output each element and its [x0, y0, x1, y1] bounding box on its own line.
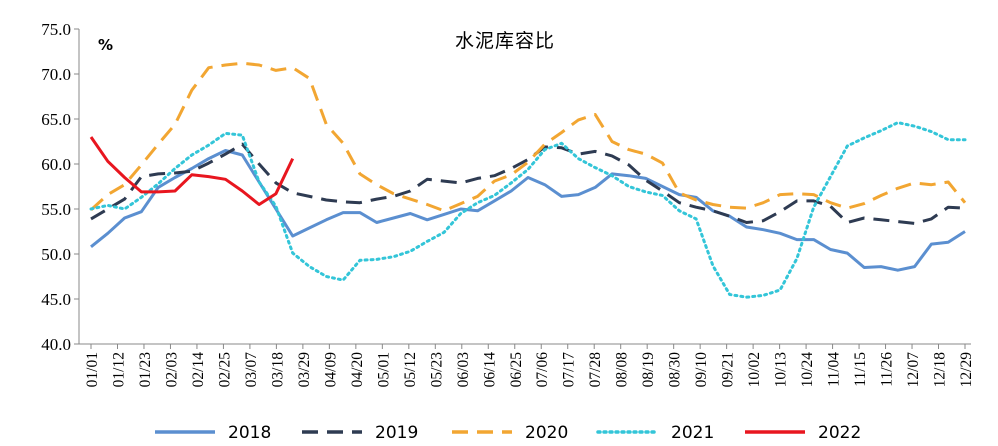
x-tick-label: 07/28	[587, 352, 604, 388]
y-tick-label: 70.0	[41, 65, 71, 84]
x-tick-label: 11/26	[879, 352, 896, 387]
x-tick-label: 03/18	[269, 352, 286, 388]
x-tick-label: 01/01	[84, 352, 101, 387]
y-tick-label: 60.0	[41, 155, 71, 174]
x-tick-label: 12/07	[905, 352, 922, 388]
x-tick-label: 03/07	[243, 352, 260, 388]
x-tick-label: 11/04	[826, 352, 843, 387]
y-tick-label: 50.0	[41, 245, 71, 264]
y-tick-label: 75.0	[41, 20, 71, 39]
x-tick-label: 05/01	[375, 352, 392, 387]
x-tick-label: 12/18	[932, 352, 949, 388]
y-unit-label: %	[98, 36, 113, 54]
x-tick-label: 10/02	[746, 352, 763, 387]
x-tick-label: 06/03	[455, 352, 472, 388]
x-tick-label: 12/29	[958, 352, 975, 388]
x-tick-label: 02/03	[163, 352, 180, 388]
x-tick-label: 05/12	[402, 352, 419, 387]
legend-label-2022: 2022	[818, 423, 861, 443]
series-line-2022	[89, 136, 295, 206]
x-tick-label: 08/30	[667, 352, 684, 388]
x-tick-label: 06/14	[481, 352, 498, 388]
legend: 2018 2019 2020 2021 2022	[155, 423, 861, 443]
x-tick-label: 06/25	[508, 352, 525, 388]
x-tick-label: 11/15	[852, 352, 869, 387]
chart-title: 水泥库容比	[455, 30, 555, 52]
axes: 40.0 45.0 50.0 55.0 60.0 65.0 70.0 75.0 01/01 01/…	[41, 20, 975, 387]
x-tick-label: 03/29	[296, 352, 313, 388]
series-line-2018	[90, 149, 966, 272]
x-tick-label: 01/23	[137, 352, 154, 388]
x-tick-label: 02/25	[216, 352, 233, 388]
series-line-2019	[90, 142, 966, 225]
x-tick-label: 05/23	[428, 352, 445, 388]
x-tick-label: 10/13	[773, 352, 790, 388]
series-group	[89, 61, 967, 299]
x-tick-label: 07/06	[534, 352, 551, 388]
series-line-2020	[89, 61, 967, 213]
legend-label-2019: 2019	[375, 423, 418, 443]
x-tick-label: 08/19	[640, 352, 657, 388]
x-tick-label: 09/21	[720, 352, 737, 387]
y-tick-label: 55.0	[41, 200, 71, 219]
x-tick-label: 01/12	[110, 352, 127, 387]
x-tick-label: 02/14	[190, 352, 207, 388]
x-tick-label: 04/09	[322, 352, 339, 388]
legend-label-2021: 2021	[671, 423, 714, 443]
legend-label-2020: 2020	[525, 423, 568, 443]
series-line-2021	[89, 121, 967, 299]
x-tick-label: 07/17	[561, 352, 578, 388]
y-tick-label: 45.0	[41, 290, 71, 309]
y-tick-label: 65.0	[41, 110, 71, 129]
y-tick-label: 40.0	[41, 335, 71, 354]
x-tick-label: 08/08	[614, 352, 631, 388]
x-tick-label: 10/24	[799, 352, 816, 388]
legend-label-2018: 2018	[228, 423, 271, 443]
x-tick-label: 04/20	[349, 352, 366, 388]
x-tick-label: 09/10	[693, 352, 710, 388]
